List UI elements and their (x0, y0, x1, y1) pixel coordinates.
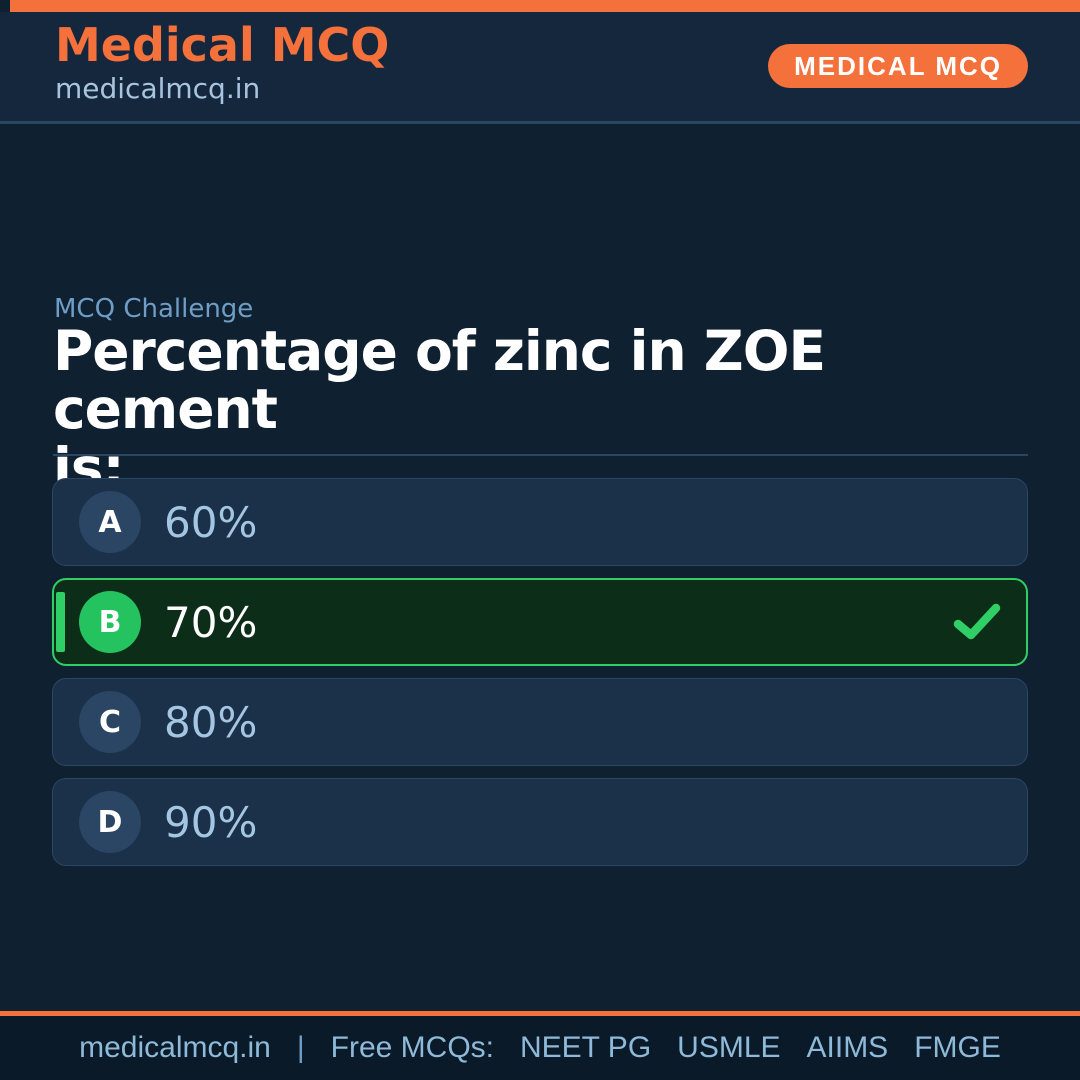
brand: Medical MCQ medicalmcq.in (55, 20, 389, 105)
option-b-letter-badge: B (79, 591, 141, 653)
option-d[interactable]: D 90% (52, 778, 1028, 866)
footer-exam-fmge: FMGE (914, 1031, 1001, 1064)
footer-exam-neetpg: NEET PG (520, 1031, 652, 1064)
option-a-text: 60% (164, 497, 258, 547)
check-icon (953, 602, 1001, 642)
footer-exam-usmle: USMLE (677, 1031, 781, 1064)
option-c-text: 80% (164, 697, 258, 747)
correct-accent-bar (56, 592, 65, 652)
option-b-text: 70% (164, 597, 258, 647)
brand-subtitle: medicalmcq.in (55, 71, 261, 105)
footer: medicalmcq.in | Free MCQs: NEET PG USMLE… (0, 1016, 1080, 1080)
question-divider (53, 454, 1028, 456)
footer-exam-aiims: AIIMS (806, 1031, 889, 1064)
brand-badge: MEDICAL MCQ (768, 44, 1028, 88)
header: Medical MCQ medicalmcq.in MEDICAL MCQ (0, 12, 1080, 124)
option-a[interactable]: A 60% (52, 478, 1028, 566)
options-list: A 60% B 70% C 80% D 90% (52, 478, 1028, 866)
footer-separator: | (296, 1031, 305, 1064)
option-d-text: 90% (164, 797, 258, 847)
top-accent-bar (10, 0, 1080, 12)
footer-tagline: Free MCQs: (330, 1031, 494, 1064)
option-c[interactable]: C 80% (52, 678, 1028, 766)
brand-title: Medical MCQ (55, 18, 390, 72)
option-d-letter-badge: D (79, 791, 141, 853)
option-b-correct[interactable]: B 70% (52, 578, 1028, 666)
footer-site: medicalmcq.in (79, 1031, 271, 1064)
question-kicker: MCQ Challenge (54, 294, 254, 324)
bottom-accent-bar (0, 1011, 1080, 1016)
option-c-letter-badge: C (79, 691, 141, 753)
question-text: Percentage of zinc in ZOE cement is: (53, 319, 826, 500)
option-a-letter-badge: A (79, 491, 141, 553)
